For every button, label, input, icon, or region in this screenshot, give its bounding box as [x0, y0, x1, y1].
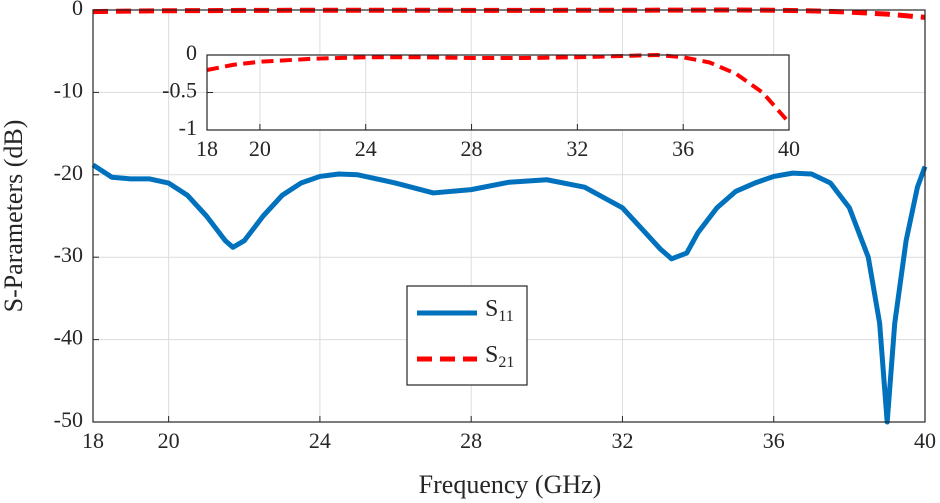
y-tick-label: -50: [54, 407, 83, 432]
x-tick-label: 24: [355, 136, 377, 161]
x-tick-label: 18: [82, 428, 104, 453]
y-axis-label: S-Parameters (dB): [0, 120, 28, 313]
y-tick-label: -10: [54, 77, 83, 102]
x-tick-label: 40: [778, 136, 800, 161]
legend-label: S21: [485, 342, 514, 371]
y-tick-label: -40: [54, 325, 83, 350]
x-tick-label: 32: [611, 428, 633, 453]
x-tick-label: 36: [672, 136, 694, 161]
x-tick-label: 20: [249, 136, 271, 161]
y-tick-label: -20: [54, 160, 83, 185]
x-tick-label: 36: [763, 428, 785, 453]
x-tick-label: 20: [158, 428, 180, 453]
x-tick-label: 18: [196, 136, 218, 161]
x-tick-label: 28: [460, 428, 482, 453]
series-line: [91, 162, 928, 425]
axes-frame: [206, 54, 790, 131]
x-tick-label: 24: [309, 428, 331, 453]
y-tick-label: -0.5: [162, 78, 197, 103]
y-tick-label: 0: [186, 40, 197, 65]
x-tick-label: 40: [914, 428, 936, 453]
legend-box: [406, 285, 528, 386]
y-tick-label: -30: [54, 242, 83, 267]
y-tick-label: 0: [72, 0, 83, 20]
axes-frame: [92, 9, 926, 423]
legend-label: S11: [485, 296, 514, 325]
y-tick-label: -1: [179, 115, 197, 140]
x-tick-label: 32: [566, 136, 588, 161]
series-line: [206, 53, 791, 124]
x-tick-label: 28: [461, 136, 483, 161]
x-axis-label: Frequency (GHz): [419, 470, 602, 499]
